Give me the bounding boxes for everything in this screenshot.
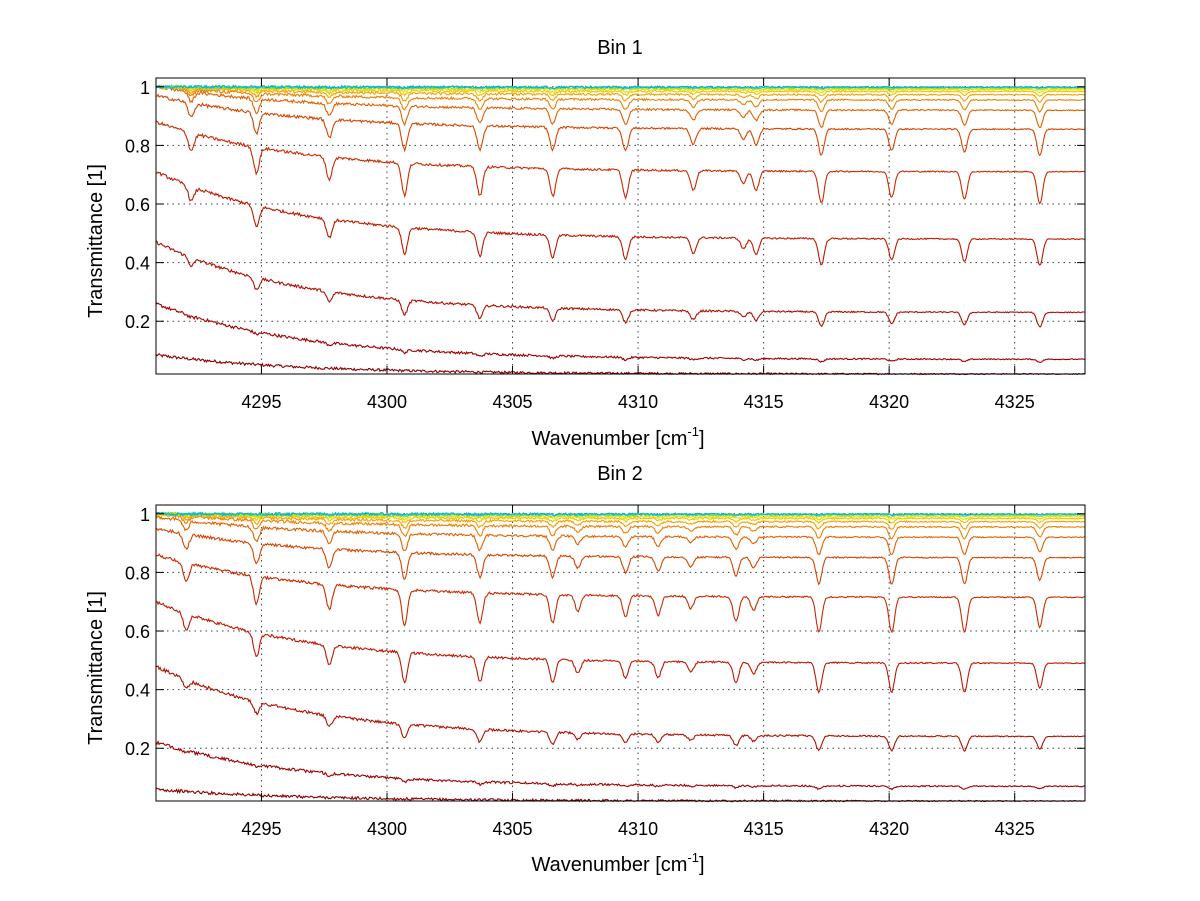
spectrum-line <box>155 511 1086 525</box>
subplot-bin-2: Bin 2 4295 4300 4305 4310 4315 4320 4325 0.20.… <box>85 463 1086 876</box>
spectrum-line <box>155 240 1086 328</box>
subplot-bin-1: Bin 1 4295 4300 4305 4310 4315 4320 4325 0.20.… <box>85 37 1086 450</box>
axes-frame <box>155 77 1086 375</box>
y-tick-label: 1 <box>140 505 150 525</box>
x-tick-label: 4320 <box>869 819 909 839</box>
y-axis-label: Transmittance [1] <box>85 164 107 318</box>
spectrum-line <box>155 665 1086 752</box>
tick-marks <box>156 505 1085 801</box>
y-tick-label: 0.6 <box>125 622 150 642</box>
x-tick-label: 4320 <box>869 392 909 412</box>
y-tick-label: 0.4 <box>125 254 150 274</box>
y-tick-label: 1 <box>140 78 150 98</box>
x-tick-label: 4315 <box>744 819 784 839</box>
series-lines <box>155 510 1086 803</box>
x-tick-label: 4300 <box>367 392 407 412</box>
y-tick-label: 0.6 <box>125 195 150 215</box>
spectrum-line <box>155 515 1086 556</box>
x-axis-label: Wavenumber [cm-1] <box>531 424 704 450</box>
x-axis-label: Wavenumber [cm-1] <box>531 850 704 876</box>
spectrum-line <box>155 511 1086 517</box>
spectrum-line <box>155 600 1086 694</box>
spectrum-line <box>155 740 1086 791</box>
y-tick-label: 0.8 <box>125 136 150 156</box>
x-tick-labels: 4295 4300 4305 4310 4315 4320 4325 <box>241 819 1034 839</box>
x-tick-label: 4295 <box>241 819 281 839</box>
spectrum-line <box>155 120 1086 205</box>
y-axis-label: Transmittance [1] <box>85 591 107 745</box>
x-tick-label: 4315 <box>744 392 784 412</box>
spectrum-line <box>155 84 1086 94</box>
y-tick-label: 0.2 <box>125 739 150 759</box>
tick-marks <box>156 78 1085 374</box>
spectrum-line <box>155 301 1086 364</box>
y-tick-label: 0.4 <box>125 681 150 701</box>
y-tick-labels: 0.2 0.4 0.6 0.8 1 <box>125 505 150 759</box>
spectrum-line <box>155 93 1086 157</box>
spectrum-line <box>155 84 1086 113</box>
x-tick-label: 4310 <box>618 819 658 839</box>
x-tick-labels: 4295 4300 4305 4310 4315 4320 4325 <box>241 392 1034 412</box>
y-tick-label: 0.2 <box>125 312 150 332</box>
spectrum-line <box>155 527 1086 586</box>
spectrum-line <box>155 84 1086 90</box>
spectrum-line <box>155 512 1086 531</box>
x-tick-label: 4305 <box>493 392 533 412</box>
spectrum-line <box>155 511 1086 540</box>
x-tick-label: 4305 <box>493 819 533 839</box>
spectrum-line <box>155 85 1086 129</box>
series-lines <box>155 83 1086 376</box>
subplot-title: Bin 2 <box>597 463 643 485</box>
spectrum-line <box>155 553 1086 634</box>
subplot-title: Bin 1 <box>597 37 643 59</box>
spectrum-line <box>155 171 1086 266</box>
axes-frame <box>155 504 1086 802</box>
x-tick-label: 4310 <box>618 392 658 412</box>
x-tick-label: 4300 <box>367 819 407 839</box>
y-tick-label: 0.8 <box>125 563 150 583</box>
x-tick-label: 4295 <box>241 392 281 412</box>
x-tick-label: 4325 <box>995 392 1035 412</box>
y-tick-labels: 0.2 0.4 0.6 0.8 1 <box>125 78 150 332</box>
x-tick-label: 4325 <box>995 819 1035 839</box>
